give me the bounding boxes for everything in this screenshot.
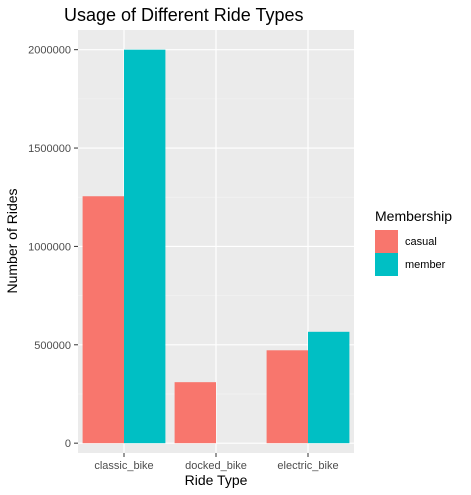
- legend-title: Membership: [375, 208, 452, 224]
- bar-casual-docked_bike: [174, 382, 216, 444]
- legend-key-member: [375, 253, 398, 276]
- bar-casual-classic_bike: [82, 196, 124, 444]
- y-axis-ticks: 0 500000 1000000 1500000 2000000: [28, 45, 78, 450]
- x-tick-label: classic_bike: [94, 460, 153, 472]
- x-tick-label: docked_bike: [185, 460, 247, 472]
- x-tick-label: electric_bike: [277, 460, 338, 472]
- y-tick-label: 500000: [34, 340, 71, 352]
- legend-label-casual: casual: [405, 236, 437, 248]
- y-tick-label: 1000000: [28, 241, 71, 253]
- legend: Membership casual member: [375, 208, 452, 276]
- x-axis-title: Ride Type: [185, 472, 248, 488]
- bars-layer: [82, 49, 350, 444]
- legend-label-member: member: [405, 259, 446, 271]
- y-tick-label: 2000000: [28, 45, 71, 57]
- bar-member-electric_bike: [308, 331, 350, 444]
- legend-items: casual member: [375, 230, 446, 276]
- legend-key-casual: [375, 230, 398, 253]
- x-axis-ticks: classic_bike docked_bike electric_bike: [94, 453, 339, 472]
- y-axis-title: Number of Rides: [4, 188, 20, 293]
- bar-member-classic_bike: [124, 49, 166, 444]
- y-tick-label: 1500000: [28, 143, 71, 155]
- bar-casual-electric_bike: [266, 350, 308, 444]
- chart-title: Usage of Different Ride Types: [64, 5, 303, 25]
- y-tick-label: 0: [65, 438, 71, 450]
